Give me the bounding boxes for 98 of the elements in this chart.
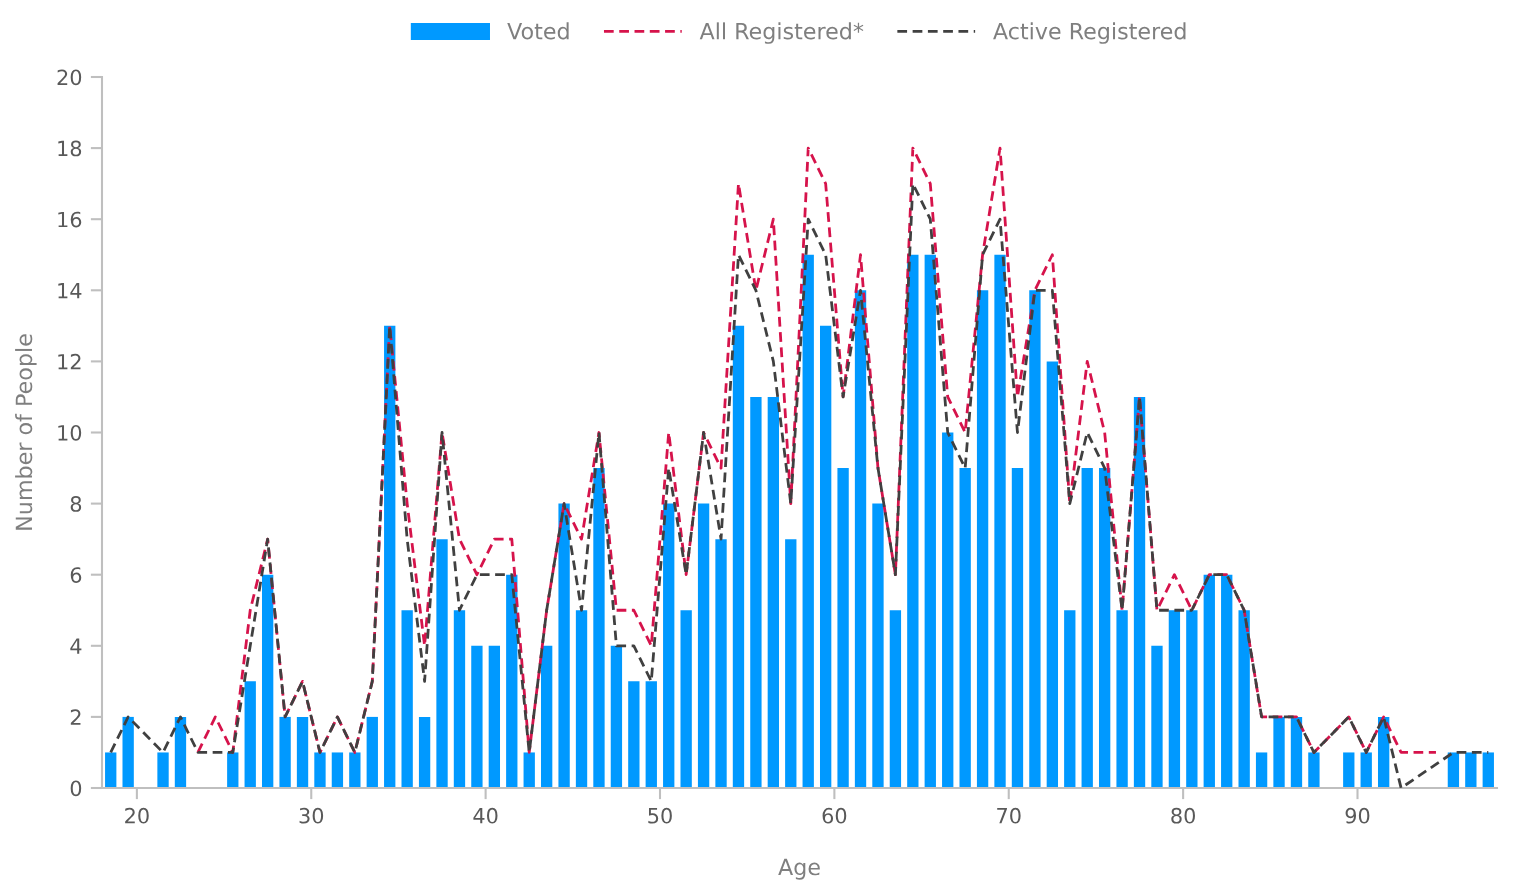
x-tick-label: 60	[822, 807, 847, 824]
bar	[1151, 645, 1163, 788]
y-tick-label: 0	[70, 780, 82, 797]
bar	[1360, 752, 1372, 788]
bar	[575, 610, 588, 788]
bar	[1203, 574, 1215, 788]
bar	[750, 396, 762, 788]
x-tick-label: 40	[473, 807, 498, 824]
y-tick-label: 18	[58, 140, 82, 157]
bar	[645, 681, 657, 788]
bar	[366, 716, 378, 788]
bar	[610, 645, 623, 788]
x-tick-label: 90	[1345, 807, 1370, 824]
bar	[593, 468, 605, 788]
bar	[1046, 361, 1059, 788]
bar	[244, 681, 256, 788]
bar	[1343, 752, 1355, 788]
bar	[384, 325, 396, 788]
bar	[628, 681, 640, 788]
bar	[1465, 752, 1477, 788]
x-axis-title: Age	[778, 858, 820, 880]
bar	[697, 503, 710, 788]
bar	[767, 396, 780, 788]
bar	[1238, 610, 1250, 788]
bar	[436, 539, 448, 788]
bar	[715, 539, 727, 788]
bar	[680, 610, 692, 788]
y-tick-label: 8	[70, 496, 82, 512]
bar	[819, 325, 832, 788]
bar	[331, 752, 344, 788]
y-tick-label: 10	[58, 424, 82, 441]
bar	[1221, 574, 1233, 788]
bar	[732, 325, 745, 788]
bar	[558, 503, 570, 788]
bar	[837, 468, 849, 788]
y-tick-label: 4	[70, 638, 82, 654]
x-tick-label: 30	[299, 807, 324, 824]
bar	[1482, 752, 1494, 788]
bar	[1116, 610, 1128, 788]
bar	[471, 645, 483, 788]
bar	[1273, 716, 1285, 788]
x-tick-label: 20	[125, 807, 149, 824]
y-axis-title: Number of People	[15, 334, 37, 530]
bar	[506, 574, 518, 788]
bar	[349, 752, 361, 788]
bar	[540, 645, 553, 788]
bar	[1011, 468, 1024, 788]
bar	[1064, 610, 1076, 788]
bar	[174, 716, 187, 788]
bar	[314, 752, 326, 788]
bar	[889, 610, 902, 788]
bar	[279, 716, 291, 788]
bar	[1029, 290, 1041, 788]
bar	[1098, 468, 1111, 788]
bar	[105, 752, 117, 788]
bar	[942, 432, 954, 788]
legend-label: Active Registered	[993, 22, 1186, 44]
bar	[523, 752, 535, 788]
line-series	[109, 182, 1490, 788]
bar	[1308, 752, 1320, 788]
bar	[1133, 396, 1146, 788]
bar	[418, 716, 431, 788]
y-tick-label: 20	[57, 69, 82, 86]
legend-label: Voted	[507, 22, 569, 40]
bar	[157, 752, 169, 788]
bar	[802, 254, 814, 788]
bar	[453, 610, 466, 788]
bar	[261, 574, 274, 788]
bar	[1168, 610, 1181, 788]
bar	[227, 752, 239, 788]
y-tick-label: 16	[58, 211, 82, 228]
bar	[976, 290, 989, 788]
legend-label: All Registered*	[699, 22, 864, 44]
bar	[854, 290, 867, 788]
bar	[907, 254, 919, 788]
y-tick-label: 2	[70, 709, 81, 725]
bar	[1290, 716, 1303, 788]
bar	[488, 645, 501, 788]
bar	[663, 503, 675, 788]
bar	[924, 254, 936, 788]
bar	[785, 539, 797, 788]
x-tick-label: 50	[648, 807, 672, 824]
bar	[1255, 752, 1268, 788]
y-tick-label: 6	[70, 567, 82, 583]
bar	[296, 716, 309, 788]
bar	[401, 610, 413, 788]
x-tick-label: 80	[1171, 807, 1195, 824]
bar	[959, 468, 971, 788]
bar	[872, 503, 884, 788]
line-series	[196, 146, 1438, 754]
bar	[122, 716, 134, 788]
y-tick-label: 14	[58, 283, 82, 299]
bar	[1186, 610, 1198, 788]
bar	[1081, 468, 1093, 788]
bar	[1447, 752, 1460, 788]
bar	[994, 254, 1006, 788]
x-tick-label: 70	[997, 807, 1021, 824]
y-tick-label: 12	[58, 353, 81, 370]
